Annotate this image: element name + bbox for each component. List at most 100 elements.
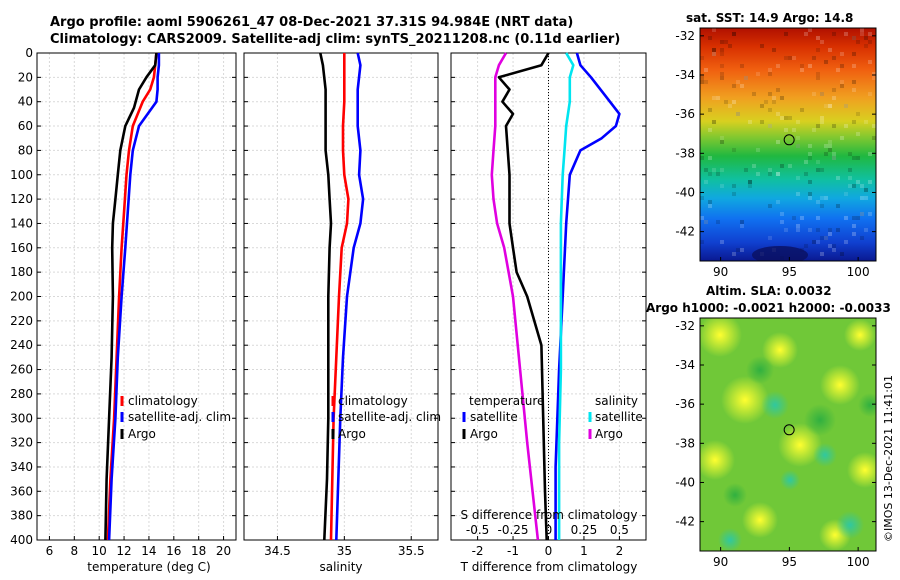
sst-pixel bbox=[808, 152, 812, 156]
sst-pixel bbox=[728, 44, 732, 48]
map-y-tick-label: -40 bbox=[675, 475, 695, 489]
sst-pixel bbox=[812, 240, 816, 244]
sst-pixel bbox=[768, 204, 772, 208]
sla-map: 90 95 100 -32 -34 -36 -38 -40 -42 bbox=[675, 317, 877, 569]
sst-pixel bbox=[796, 192, 800, 196]
sst-pixel bbox=[816, 168, 820, 172]
sst-pixel bbox=[872, 72, 876, 76]
sst-pixel bbox=[828, 104, 832, 108]
sst-pixel bbox=[860, 184, 864, 188]
sst-pixel bbox=[700, 196, 704, 200]
sst-pixel bbox=[732, 100, 736, 104]
sst-pixel bbox=[748, 120, 752, 124]
sst-pixel bbox=[856, 156, 860, 160]
sla-blob bbox=[844, 319, 876, 351]
sst-pixel bbox=[836, 228, 840, 232]
sst-pixel bbox=[720, 184, 724, 188]
legend-s-satellite-label: satellite bbox=[595, 410, 643, 424]
sst-pixel bbox=[712, 120, 716, 124]
sst-pixel bbox=[840, 64, 844, 68]
x-tick-label: 16 bbox=[166, 544, 181, 558]
sst-pixel bbox=[816, 200, 820, 204]
sst-pixel bbox=[796, 144, 800, 148]
sst-pixel bbox=[744, 76, 748, 80]
sla-map-frame bbox=[699, 317, 877, 552]
sst-pixel bbox=[756, 72, 760, 76]
sst-pixel bbox=[868, 212, 872, 216]
sst-pixel bbox=[824, 236, 828, 240]
y-tick-label: 280 bbox=[10, 387, 33, 401]
sst-pixel bbox=[852, 224, 856, 228]
sst-pixel bbox=[752, 164, 756, 168]
y-tick-label: 360 bbox=[10, 484, 33, 498]
sst-pixel bbox=[868, 152, 872, 156]
sst-pixel bbox=[700, 80, 704, 84]
sst-pixel bbox=[852, 36, 856, 40]
sst-pixel bbox=[720, 136, 724, 140]
map-y-tick-label: -34 bbox=[675, 358, 695, 372]
y-tick-label: 380 bbox=[10, 509, 33, 523]
sst-pixel bbox=[816, 72, 820, 76]
legend-argo-label: Argo bbox=[338, 427, 366, 441]
y-tick-label: 340 bbox=[10, 460, 33, 474]
map-y-tick-label: -38 bbox=[675, 146, 695, 160]
map-y-tick-label: -36 bbox=[675, 397, 695, 411]
temperature-xlabel: temperature (deg C) bbox=[87, 560, 210, 574]
sst-pixel bbox=[716, 172, 720, 176]
sst-pixel bbox=[740, 224, 744, 228]
sst-pixel bbox=[808, 196, 812, 200]
y-tick-label: 200 bbox=[10, 290, 33, 304]
sst-pixel bbox=[816, 76, 820, 80]
s-difference-tick-label: -0.25 bbox=[498, 523, 529, 537]
sst-pixel bbox=[816, 228, 820, 232]
sst-pixel bbox=[832, 124, 836, 128]
sst-pixel bbox=[724, 100, 728, 104]
sst-pixel bbox=[796, 176, 800, 180]
sla-blob bbox=[858, 393, 876, 417]
map-y-tick-label: -42 bbox=[675, 515, 695, 529]
sst-pixel bbox=[796, 224, 800, 228]
map-y-tick-label: -32 bbox=[675, 319, 695, 333]
figure-title-line-2: Climatology: CARS2009. Satellite-adj cli… bbox=[50, 32, 621, 47]
sst-pixel bbox=[784, 32, 788, 36]
map-x-tick-label: 100 bbox=[847, 265, 870, 279]
sst-pixel bbox=[828, 232, 832, 236]
sst-pixel bbox=[732, 252, 736, 256]
sst-pixel bbox=[804, 32, 808, 36]
sst-pixel bbox=[700, 156, 704, 160]
x-tick-label: 0 bbox=[545, 544, 553, 558]
sst-pixel bbox=[824, 152, 828, 156]
sst-pixel bbox=[740, 248, 744, 252]
sst-pixel bbox=[832, 244, 836, 248]
sla-blob bbox=[778, 423, 822, 467]
legend-satellite-label: satellite-adj. clim bbox=[338, 410, 441, 424]
x-tick-label: 14 bbox=[141, 544, 156, 558]
sst-pixel bbox=[776, 112, 780, 116]
sst-pixel bbox=[748, 180, 752, 184]
y-tick-label: 140 bbox=[10, 216, 33, 230]
sst-pixel bbox=[760, 44, 764, 48]
sst-pixel bbox=[832, 156, 836, 160]
sst-pixel bbox=[792, 128, 796, 132]
sst-pixel bbox=[732, 84, 736, 88]
sst-pixel bbox=[796, 136, 800, 140]
sst-pixel bbox=[864, 188, 868, 192]
sst-pixel bbox=[732, 148, 736, 152]
x-tick-label: 2 bbox=[616, 544, 624, 558]
sst-pixel bbox=[824, 196, 828, 200]
map-y-tick-label: -42 bbox=[675, 225, 695, 239]
sst-pixel bbox=[732, 32, 736, 36]
sst-pixel bbox=[792, 56, 796, 60]
sst-pixel bbox=[720, 168, 724, 172]
map-x-tick-label: 100 bbox=[847, 555, 870, 569]
sst-pixel bbox=[848, 176, 852, 180]
sst-pixel bbox=[864, 188, 868, 192]
sla-blob bbox=[780, 470, 800, 490]
sst-pixel bbox=[732, 184, 736, 188]
sst-pixel bbox=[704, 168, 708, 172]
sst-pixel bbox=[708, 36, 712, 40]
s-difference-xlabel: S difference from climatology bbox=[461, 508, 638, 522]
sst-pixel bbox=[768, 72, 772, 76]
sst-pixel bbox=[788, 56, 792, 60]
sst-pixel bbox=[852, 216, 856, 220]
